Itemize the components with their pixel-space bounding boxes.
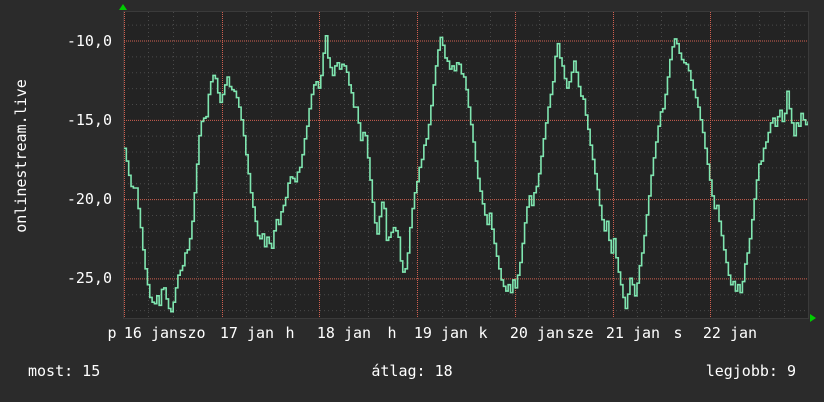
x-axis-tick-label: 16 jan [123, 324, 179, 342]
y-axis-ticks: -10,0 -15,0 -20,0 -25,0 [26, 0, 112, 330]
y-axis-tick-label: -20,0 [66, 190, 112, 209]
x-axis-arrow-icon [810, 314, 816, 322]
x-axis-tick-label: s [673, 324, 683, 342]
x-axis-tick-label: h [285, 324, 295, 342]
x-axis-tick-label: szo [178, 324, 206, 342]
y-axis-tick-label: -25,0 [66, 269, 112, 288]
data-line [124, 34, 809, 313]
x-axis-tick-label: 21 jan [605, 324, 661, 342]
x-axis-tick-label: 22 jan [702, 324, 758, 342]
x-axis-tick-label: p [107, 324, 117, 342]
y-axis-arrow-icon [119, 4, 127, 10]
legend-atlag: átlag: 18 [371, 362, 453, 380]
x-axis-tick-label: sze [566, 324, 594, 342]
x-axis-tick-label: h [387, 324, 397, 342]
graph-legend: most: 15 átlag: 18 legjobb: 9 [0, 362, 824, 388]
legend-legjobb: legjobb: 9 [705, 362, 796, 380]
x-axis-tick-label: 17 jan [219, 324, 275, 342]
y-axis-tick-label: -10,0 [66, 31, 112, 50]
y-axis-tick-label: -15,0 [66, 110, 112, 129]
major-gridlines [124, 12, 808, 318]
plot-area [124, 12, 809, 318]
minor-gridlines [124, 12, 808, 318]
legend-most: most: 15 [28, 362, 101, 380]
x-axis-ticks: p 16 jan szo 17 jan h 18 jan h 19 jan k 20 jan sze… [0, 324, 824, 346]
plot-svg [124, 12, 809, 318]
x-axis-tick-label: 18 jan [316, 324, 372, 342]
x-axis-tick-label: k [478, 324, 488, 342]
x-axis-tick-label: 20 jan [509, 324, 565, 342]
x-axis-tick-label: 19 jan [413, 324, 469, 342]
